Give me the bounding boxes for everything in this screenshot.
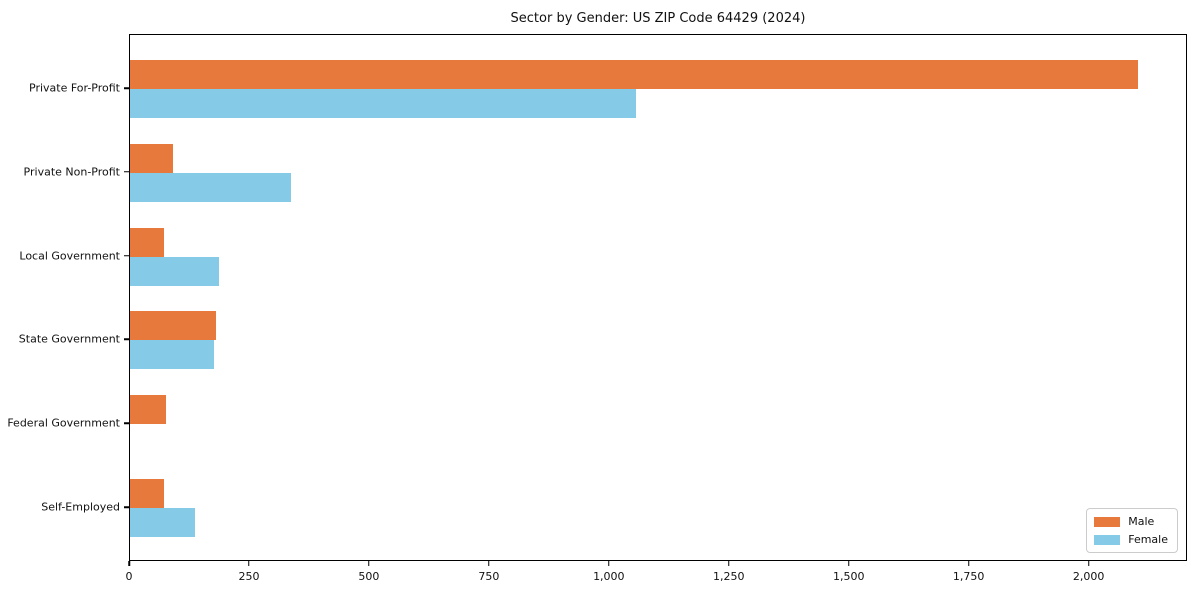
y-tick-label: Private For-Profit	[29, 81, 120, 95]
y-tick-mark	[124, 87, 129, 89]
y-tick-mark	[124, 422, 129, 424]
x-tick-label: 1,750	[952, 570, 985, 583]
bar-female-0	[130, 89, 637, 118]
x-tick-label: 500	[358, 570, 380, 583]
x-tick-label: 0	[125, 570, 133, 583]
x-tick-mark	[368, 561, 370, 566]
x-tick-label: 2,000	[1072, 570, 1105, 583]
legend-row-female: Female	[1094, 533, 1168, 546]
x-tick-mark	[967, 561, 970, 566]
x-tick-mark	[1087, 561, 1090, 566]
bar-female-5	[130, 508, 195, 537]
x-tick-label: 750	[478, 570, 500, 583]
bar-male-5	[130, 479, 164, 508]
legend-swatch-female	[1094, 534, 1121, 545]
y-tick-label: Self-Employed	[41, 500, 120, 514]
bar-female-3	[130, 340, 214, 370]
x-tick-label: 1,250	[713, 570, 745, 583]
y-tick-mark	[124, 506, 129, 508]
x-tick-mark	[248, 561, 250, 566]
x-tick-mark	[847, 561, 850, 566]
x-tick-label: 1,000	[593, 570, 625, 583]
x-tick-mark	[728, 561, 730, 566]
x-tick-mark	[488, 561, 490, 566]
y-tick-mark	[124, 171, 129, 173]
x-tick-mark	[608, 561, 610, 566]
bar-male-0	[130, 60, 1138, 89]
y-tick-label: Local Government	[19, 249, 120, 263]
bar-female-1	[130, 172, 291, 202]
x-tick-label: 250	[238, 570, 260, 583]
y-tick-label: Private Non-Profit	[23, 165, 120, 179]
x-tick-label: 1,500	[832, 570, 865, 583]
y-tick-label: Federal Government	[7, 416, 120, 430]
bar-male-1	[130, 143, 174, 173]
legend-swatch-male	[1094, 516, 1121, 527]
bar-female-2	[130, 256, 219, 286]
legend-label-female: Female	[1128, 533, 1168, 546]
legend-label-male: Male	[1128, 515, 1155, 528]
bar-male-2	[130, 227, 164, 257]
bar-male-4	[130, 395, 166, 425]
y-tick-label: State Government	[18, 332, 120, 346]
legend-row-male: Male	[1094, 515, 1168, 528]
chart-title: Sector by Gender: US ZIP Code 64429 (202…	[510, 11, 806, 26]
bar-male-3	[130, 311, 217, 341]
plot-area: Male Female	[129, 34, 1187, 561]
y-tick-mark	[124, 254, 129, 257]
legend: Male Female	[1086, 508, 1178, 553]
y-tick-mark	[124, 338, 129, 341]
x-tick-mark	[128, 561, 130, 566]
